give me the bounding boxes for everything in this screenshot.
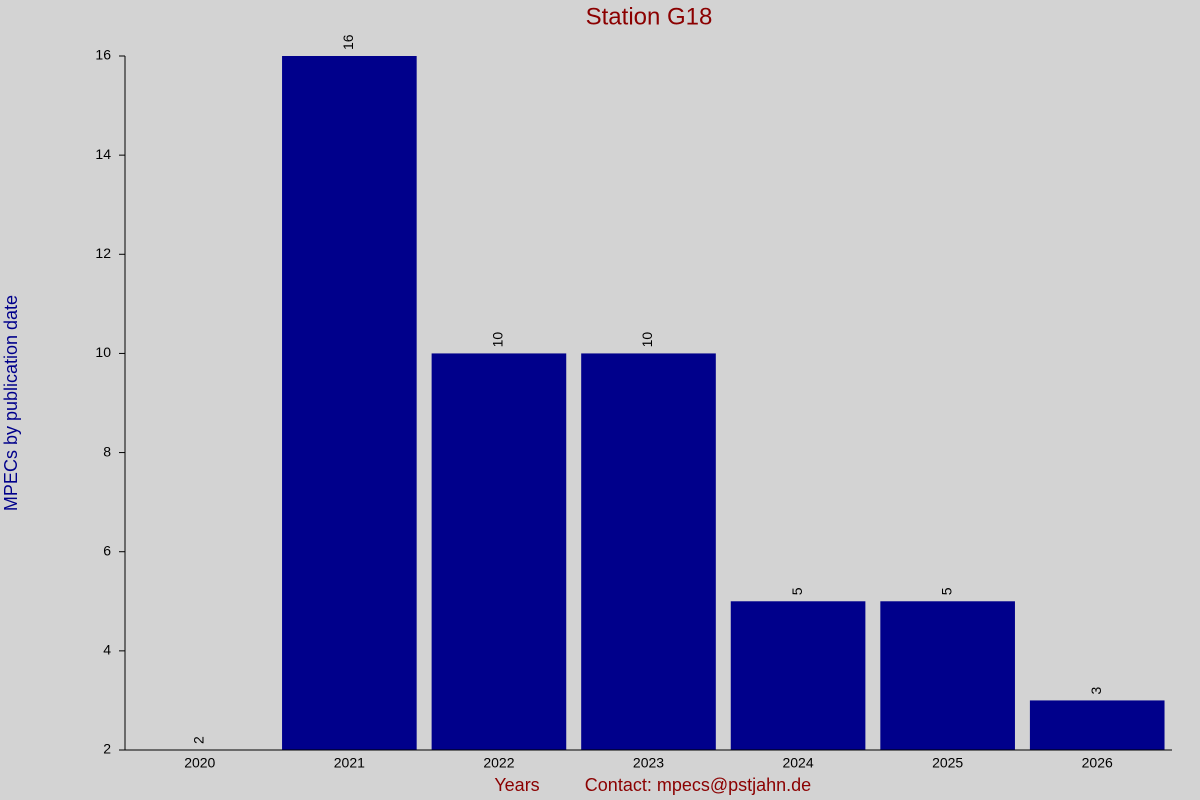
chart-title: Station G18 [586, 3, 713, 30]
contact: Contact: mpecs@pstjahn.de [585, 775, 811, 795]
x-axis-label: Years [494, 775, 539, 795]
value-label: 10 [490, 332, 506, 348]
y-tick-label: 14 [95, 146, 111, 162]
x-tick-label: 2021 [334, 755, 365, 771]
bar [880, 601, 1015, 750]
x-tick-label: 2026 [1082, 755, 1113, 771]
y-tick-label: 2 [103, 741, 111, 757]
x-tick-label: 2020 [184, 755, 215, 771]
x-tick-label: 2025 [932, 755, 963, 771]
bar [581, 353, 716, 750]
bar [730, 601, 866, 750]
value-label: 5 [938, 587, 954, 595]
y-tick-label: 4 [103, 642, 111, 658]
y-tick-label: 8 [103, 443, 111, 459]
bar [282, 56, 417, 750]
value-label: 16 [340, 34, 356, 50]
value-label: 10 [639, 332, 655, 348]
bar [1029, 700, 1165, 750]
y-tick-label: 10 [95, 344, 111, 360]
y-tick-label: 6 [103, 542, 111, 558]
value-label: 2 [190, 736, 206, 744]
y-axis-label: MPECs by publication date [1, 295, 21, 511]
x-tick-label: 2024 [782, 755, 813, 771]
x-tick-label: 2023 [633, 755, 664, 771]
x-tick-label: 2022 [483, 755, 514, 771]
bar [431, 353, 567, 750]
y-tick-label: 16 [95, 47, 111, 63]
value-label: 5 [789, 587, 805, 595]
y-tick-label: 12 [95, 245, 111, 261]
value-label: 3 [1088, 686, 1104, 694]
